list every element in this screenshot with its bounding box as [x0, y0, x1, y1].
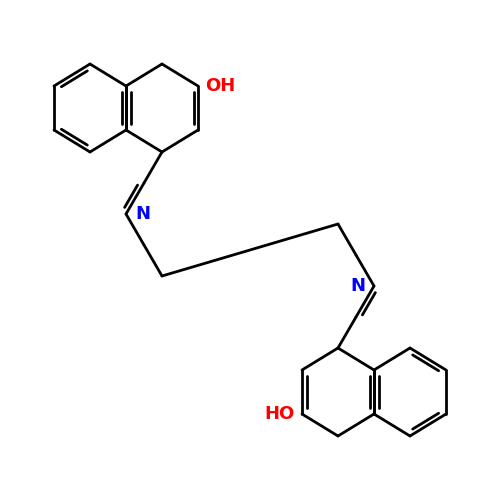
Text: N: N	[350, 277, 365, 295]
Text: N: N	[135, 205, 150, 223]
Text: HO: HO	[264, 405, 294, 423]
Text: OH: OH	[206, 77, 236, 95]
